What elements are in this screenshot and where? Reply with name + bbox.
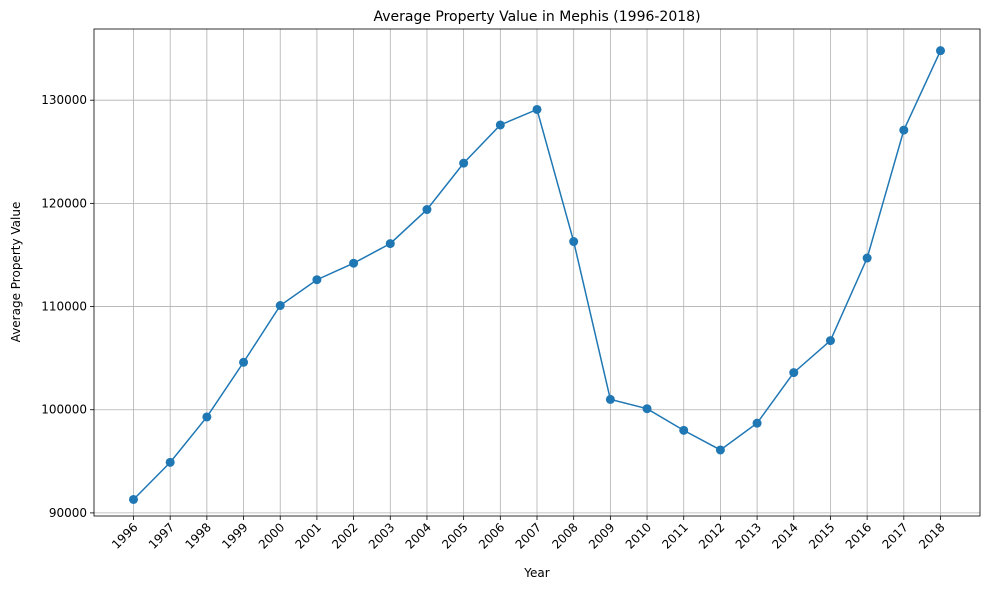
data-point <box>789 368 799 378</box>
data-point <box>202 412 212 422</box>
data-point <box>275 301 285 311</box>
x-tick-label: 2004 <box>403 520 434 551</box>
x-tick-label: 2002 <box>329 520 360 551</box>
data-point <box>129 494 138 504</box>
data-point <box>165 457 175 467</box>
data-point <box>715 445 725 455</box>
y-tick-label: 120000 <box>41 196 87 210</box>
x-tick-label: 2015 <box>806 520 837 551</box>
chart-title: Average Property Value in Mephis (1996-2… <box>373 9 700 25</box>
data-point <box>642 404 652 414</box>
x-tick-label: 1996 <box>109 520 140 551</box>
data-point <box>752 418 762 428</box>
x-tick-label: 2008 <box>549 520 580 551</box>
data-point <box>569 237 579 247</box>
data-point <box>312 275 322 285</box>
x-tick-label: 2011 <box>659 520 690 551</box>
x-tick-label: 2017 <box>879 520 910 551</box>
x-tick-label: 2012 <box>696 520 727 551</box>
y-axis-label: Average Property Value <box>9 202 23 343</box>
data-point <box>825 336 835 346</box>
x-axis-label: Year <box>523 566 549 580</box>
x-tick-label: 2006 <box>476 520 507 551</box>
series-layer <box>129 46 945 504</box>
data-point <box>679 425 689 435</box>
grid-lines <box>94 29 980 516</box>
data-point <box>385 239 395 249</box>
x-tick-label: 2001 <box>293 520 324 551</box>
x-tick-label: 2016 <box>843 520 874 551</box>
data-point <box>422 205 432 215</box>
x-tick-label: 1998 <box>182 520 213 551</box>
x-axis-ticks: 1996 1997 1998 1999 2000 2001 2002 2003 2004 2005… <box>109 516 948 552</box>
data-point <box>495 120 505 130</box>
data-point <box>532 104 542 114</box>
data-point <box>899 125 909 135</box>
data-point <box>605 394 615 404</box>
x-tick-label: 2014 <box>769 520 800 551</box>
x-tick-label: 2000 <box>256 520 287 551</box>
x-tick-label: 2018 <box>916 520 947 551</box>
data-point <box>936 46 945 56</box>
y-tick-label: 90000 <box>49 506 87 520</box>
y-axis-ticks: 90000 100000 110000 120000 130000 <box>41 93 94 520</box>
x-tick-label: 2013 <box>733 520 764 551</box>
data-point <box>349 258 359 268</box>
data-point <box>459 158 469 168</box>
x-tick-label: 2007 <box>513 520 544 551</box>
y-tick-label: 130000 <box>41 93 87 107</box>
y-tick-label: 110000 <box>41 300 87 314</box>
data-point <box>239 357 249 367</box>
x-tick-label: 2005 <box>439 520 470 551</box>
x-tick-label: 2003 <box>366 520 397 551</box>
y-tick-label: 100000 <box>41 403 87 417</box>
x-tick-label: 2010 <box>623 520 654 551</box>
x-tick-label: 2009 <box>586 520 617 551</box>
x-tick-label: 1999 <box>219 520 250 551</box>
x-tick-label: 1997 <box>146 520 177 551</box>
data-point <box>862 253 872 263</box>
